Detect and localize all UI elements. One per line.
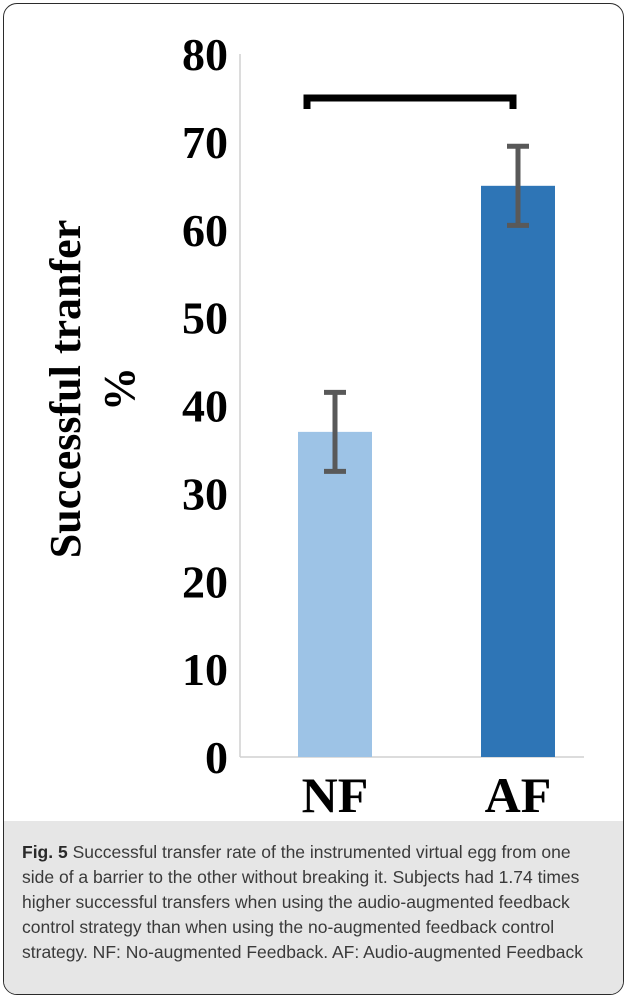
- x-tick-labels: NF AF: [302, 767, 552, 821]
- x-tick-label-af: AF: [485, 767, 552, 821]
- bar-af: [481, 185, 555, 757]
- y-tick-label: 20: [182, 556, 228, 607]
- bars: [298, 185, 555, 757]
- y-tick-label: 30: [182, 468, 228, 519]
- y-tick-label: 0: [205, 732, 228, 783]
- y-tick-label: 60: [182, 205, 228, 256]
- caption-background: [4, 821, 623, 994]
- figure-card: 0 10 20 30 40 50 60 70 80 NF AF Successful tranfe…: [3, 3, 624, 995]
- bar-nf: [298, 431, 372, 757]
- figure-label: Fig. 5: [22, 842, 68, 862]
- y-tick-label: 50: [182, 293, 228, 344]
- y-axis-label: Successful tranfer: [41, 220, 90, 559]
- y-tick-labels: 0 10 20 30 40 50 60 70 80: [182, 29, 228, 783]
- y-tick-label: 70: [182, 117, 228, 168]
- y-tick-label: 80: [182, 29, 228, 80]
- bar-chart: 0 10 20 30 40 50 60 70 80 NF AF Successful tranfe…: [41, 29, 584, 821]
- significance-bracket: [303, 94, 517, 109]
- x-tick-label-nf: NF: [302, 767, 369, 821]
- caption-text: Successful transfer rate of the instrume…: [22, 842, 583, 962]
- figure-caption: Fig. 5 Successful transfer rate of the i…: [22, 840, 607, 965]
- error-bars: [324, 143, 529, 474]
- y-tick-label: 10: [182, 644, 228, 695]
- y-tick-label: 40: [182, 381, 228, 432]
- y-axis-label-unit: %: [95, 367, 144, 411]
